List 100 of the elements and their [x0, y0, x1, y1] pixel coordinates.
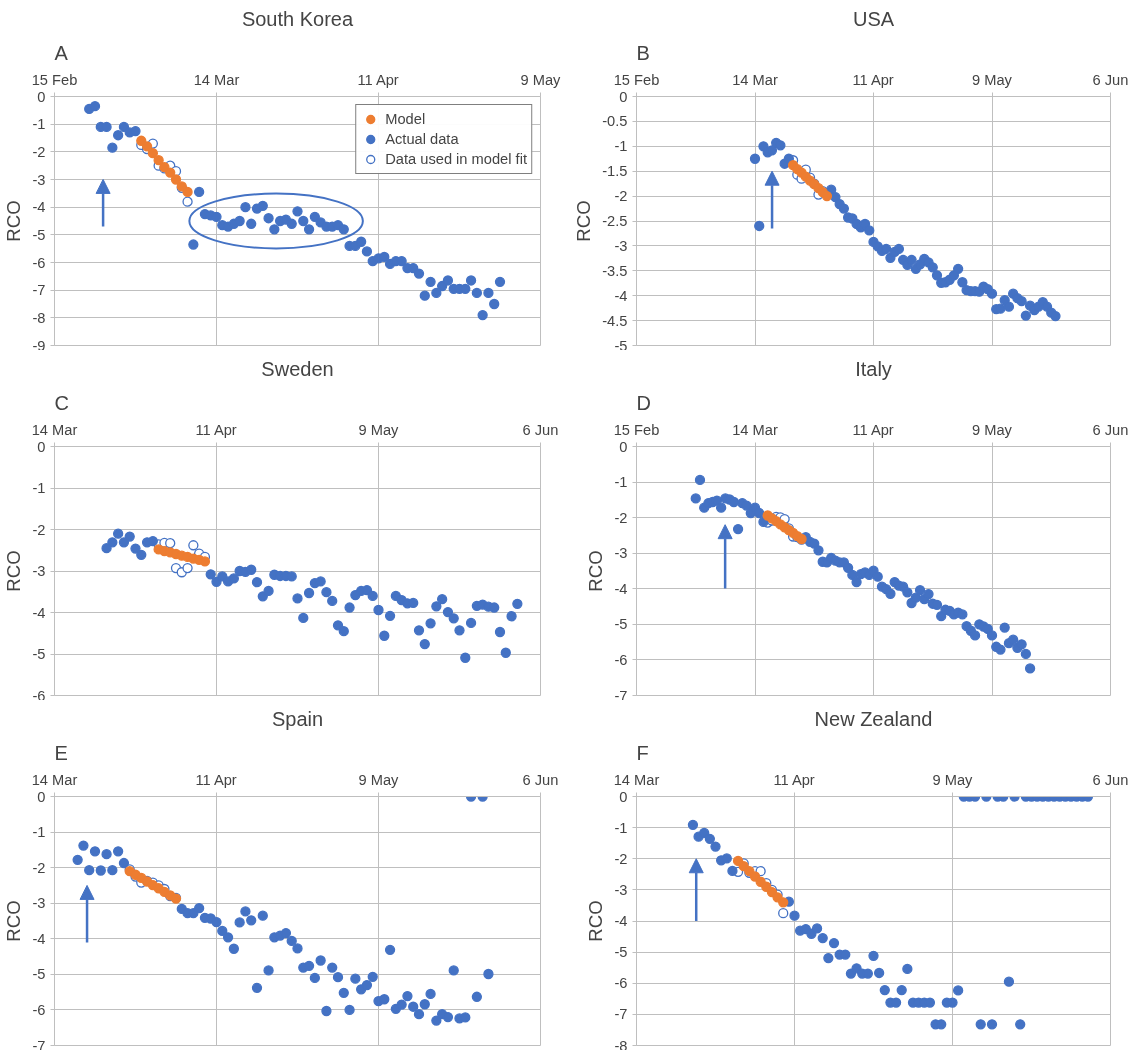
y-axis-title: RCO	[3, 550, 25, 592]
y-tick-label: -6	[32, 254, 46, 271]
y-axis-title: RCO	[3, 900, 25, 942]
x-tick-label: 14 Mar	[193, 71, 240, 88]
y-tick-label: 0	[619, 88, 628, 105]
x-tick-label: 6 Jun	[1092, 421, 1129, 438]
y-tick-label: -3	[614, 545, 628, 562]
x-tick-label: 9 May	[972, 71, 1013, 88]
y-tick-label: -2	[614, 188, 628, 205]
y-tick-label: -4	[614, 913, 628, 929]
legend-label: Model	[385, 110, 426, 129]
chart-title: USA	[852, 7, 895, 30]
y-tick-label: -3	[614, 237, 628, 254]
y-tick-label: -3	[32, 563, 46, 579]
x-tick-label: 6 Jun	[522, 771, 559, 788]
y-tick-label: -6	[614, 975, 628, 992]
y-tick-label: -3	[32, 171, 46, 188]
x-tick-label: 11 Apr	[195, 771, 237, 788]
x-tick-label: 11 Apr	[852, 421, 894, 438]
x-tick-label: 6 Jun	[522, 421, 559, 438]
y-tick-label: -1	[614, 138, 628, 155]
y-tick-label: -6	[32, 687, 46, 704]
y-tick-label: -7	[614, 1006, 628, 1023]
text: F	[636, 741, 649, 764]
y-tick-label: -5	[32, 226, 46, 243]
x-tick-label: 9 May	[520, 71, 562, 88]
x-tick-label: 15 Feb	[613, 71, 660, 88]
x-tick-label: 15 Feb	[613, 421, 660, 438]
x-tick-label: 9 May	[972, 421, 1013, 438]
x-tick-label: 6 Jun	[1092, 71, 1129, 88]
x-tick-label: 14 Mar	[31, 421, 78, 438]
y-tick-label: -2	[32, 521, 46, 538]
y-tick-label: -5	[32, 966, 46, 983]
y-axis-title: RCO	[585, 550, 607, 592]
text: D	[636, 391, 651, 414]
y-tick-label: -1	[32, 480, 46, 496]
y-tick-label: -4	[32, 199, 46, 216]
y-tick-label: -2	[32, 859, 46, 876]
y-axis-title: RCO	[585, 900, 607, 942]
y-tick-label: -2	[614, 509, 628, 526]
x-tick-label: 11 Apr	[852, 71, 894, 88]
x-tick-label: 14 Mar	[613, 771, 660, 788]
x-tick-label: 14 Mar	[732, 421, 778, 438]
x-tick-label: 9 May	[358, 421, 400, 438]
chart-title: Sweden	[261, 357, 334, 380]
y-tick-label: -3	[614, 881, 628, 898]
y-tick-label: -2.5	[602, 213, 628, 229]
chart-title: Spain	[271, 707, 324, 730]
text: A	[54, 41, 69, 64]
legend-label: Actual data	[385, 130, 459, 149]
x-tick-label: 9 May	[932, 771, 974, 788]
y-tick-label: -0.5	[602, 113, 628, 130]
y-tick-label: 0	[619, 438, 628, 455]
chart-title: New Zealand	[814, 707, 933, 730]
y-tick-label: -5	[614, 616, 628, 633]
x-tick-label: 9 May	[358, 771, 400, 788]
y-tick-label: 0	[619, 788, 628, 805]
text: E	[54, 741, 68, 764]
y-axis-title: RCO	[3, 200, 25, 242]
x-tick-label: 11 Apr	[195, 421, 237, 438]
y-tick-label: -7	[32, 1037, 46, 1052]
chart-title: South Korea	[241, 7, 354, 30]
y-axis-title: RCO	[573, 200, 595, 242]
y-tick-label: -4	[614, 287, 628, 304]
y-tick-label: 0	[37, 438, 46, 455]
y-tick-label: -9	[32, 337, 46, 354]
y-tick-label: -1.5	[602, 163, 628, 180]
y-tick-label: -1	[614, 819, 628, 836]
text: B	[636, 41, 650, 64]
y-tick-label: 0	[37, 88, 46, 105]
y-tick-label: -4.5	[602, 312, 628, 329]
y-tick-label: -4	[32, 604, 46, 621]
y-tick-label: -8	[614, 1037, 628, 1052]
y-tick-label: -7	[614, 687, 628, 704]
y-tick-label: -8	[32, 309, 46, 326]
y-tick-label: -4	[614, 580, 628, 597]
y-tick-label: -3	[32, 895, 46, 912]
y-tick-label: -3.5	[602, 262, 628, 279]
y-tick-label: 0	[37, 788, 46, 805]
y-tick-label: -1	[32, 116, 46, 133]
x-tick-label: 14 Mar	[732, 71, 778, 88]
x-tick-label: 15 Feb	[31, 71, 78, 88]
y-tick-label: -6	[32, 1001, 46, 1018]
x-tick-label: 14 Mar	[31, 771, 78, 788]
chart-title: Italy	[855, 357, 892, 380]
y-tick-label: -2	[614, 850, 628, 867]
x-tick-label: 11 Apr	[357, 71, 399, 88]
y-tick-label: -6	[614, 651, 628, 668]
y-tick-label: -2	[32, 143, 46, 160]
y-tick-label: -5	[32, 646, 46, 662]
y-tick-label: -5	[614, 337, 628, 354]
text: C	[54, 391, 69, 414]
y-tick-label: -1	[614, 474, 628, 491]
y-tick-label: -4	[32, 930, 46, 947]
legend-label: Data used in model fit	[385, 150, 527, 169]
x-tick-label: 11 Apr	[773, 771, 815, 788]
x-tick-label: 6 Jun	[1092, 771, 1129, 788]
y-tick-label: -5	[614, 944, 628, 961]
y-tick-label: -7	[32, 282, 46, 299]
y-tick-label: -1	[32, 824, 46, 841]
